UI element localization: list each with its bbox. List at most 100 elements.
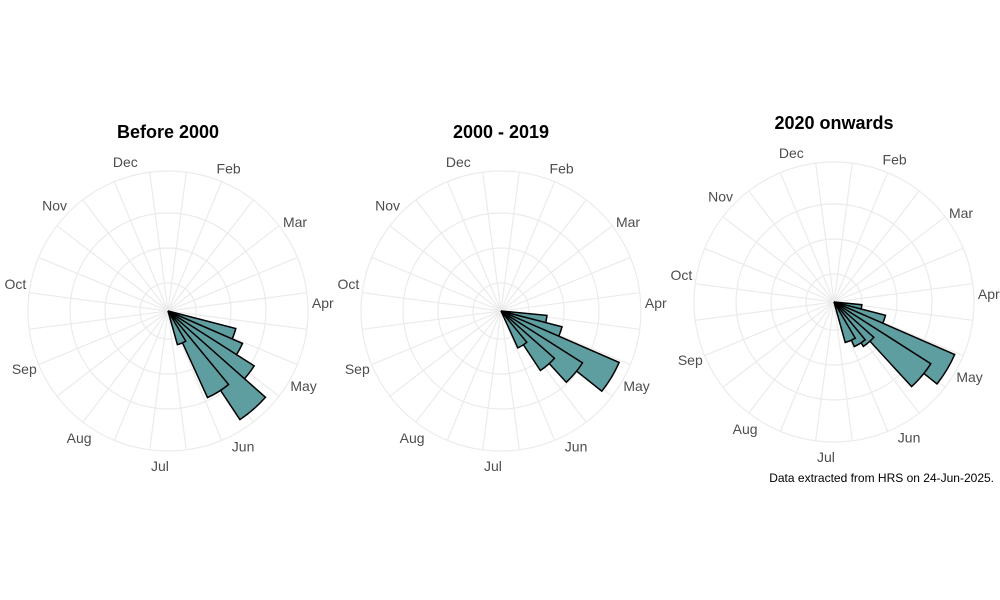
panel-title: 2020 onwards [774,113,893,133]
polar-grid [360,170,642,452]
grid-ring [104,247,232,375]
grid-spoke [748,190,835,303]
grid-spoke [362,292,502,312]
grid-spoke [415,199,502,312]
month-label: Nov [708,188,733,204]
bar-group [167,310,267,421]
grid-ring [69,212,267,410]
grid-spoke [482,310,502,450]
month-label: Jun [232,439,255,455]
month-label: Sep [12,361,37,377]
grid-spoke [29,310,169,330]
month-label: Oct [338,276,360,292]
month-label: Jul [817,449,835,465]
month-label: Apr [978,286,1000,302]
grid-spoke [371,256,502,312]
grid-spoke [446,181,502,312]
grid-spoke [38,256,169,312]
grid-spoke [695,301,835,321]
month-label: Jul [484,458,502,474]
month-label: Mar [616,214,640,230]
grid-spoke [500,181,556,312]
grid-spoke [779,172,835,303]
month-label: Nov [375,197,400,213]
grid-spoke [500,256,631,312]
grid-spoke [500,199,587,312]
month-label: Dec [113,154,138,170]
grid-spoke [500,225,613,312]
grid-spoke [167,172,187,312]
month-label: Apr [645,295,667,311]
month-label: Aug [400,430,425,446]
month-label: Jul [151,458,169,474]
grid-spoke [446,310,502,441]
grid-spoke [29,292,169,312]
month-label: May [956,369,982,385]
chart-panel-2020-onwards: 2020 onwards Dec Feb Mar Apr May Jun Jul Aug Sep… [671,113,1000,465]
month-label: Jun [898,430,921,446]
grid-spoke [389,310,502,397]
grid-spoke [82,199,169,312]
grid-spoke [38,310,169,366]
bar-wedge [167,310,230,399]
grid-spoke [389,225,502,312]
month-label: Dec [779,145,804,161]
panel-title: 2000 - 2019 [453,122,549,142]
data-source-caption: Data extracted from HRS on 24-Jun-2025. [769,471,994,485]
grid-spoke [833,172,889,303]
grid-spoke [722,216,835,303]
chart-panel-before-2000: Before 2000 Dec Feb Mar Apr May Jun Jul Aug Sep O… [5,122,335,474]
grid-spoke [482,172,502,312]
month-label: Oct [5,276,27,292]
month-label: Feb [550,160,574,176]
month-label: Mar [949,205,973,221]
grid-ring [472,282,530,340]
grid-spoke [500,172,520,312]
grid-spoke [833,190,920,303]
grid-ring [805,273,863,331]
month-label: Feb [883,151,907,167]
grid-spoke [167,310,307,330]
grid-spoke [500,310,520,450]
bar-wedge [167,310,267,421]
grid-spoke [815,163,835,303]
month-label: Oct [671,267,693,283]
grid-ring [360,170,642,452]
grid-spoke [704,301,835,357]
month-label: Mar [283,214,307,230]
grid-spoke [113,181,169,312]
grid-ring [770,238,898,366]
month-label: Aug [733,421,758,437]
grid-ring [437,247,565,375]
month-label: Sep [345,361,370,377]
bar-wedge [833,301,867,348]
grid-spoke [833,301,853,441]
month-label: Dec [446,154,471,170]
grid-spoke [415,310,502,423]
month-label: Apr [312,295,334,311]
grid-spoke [833,163,853,303]
grid-ring [27,170,309,452]
month-labels: Dec Feb Mar Apr May Jun Jul Aug Sep Oct Nov [338,154,668,474]
grid-spoke [779,301,835,432]
grid-spoke [833,247,964,303]
grid-spoke [704,247,835,303]
month-label: May [290,378,316,394]
month-labels: Dec Feb Mar Apr May Jun Jul Aug Sep Oct Nov [5,154,335,474]
grid-spoke [82,310,169,423]
grid-spoke [815,301,835,441]
grid-spoke [833,216,946,303]
month-label: Sep [678,352,703,368]
grid-spoke [500,292,640,312]
bar-wedge [500,310,556,372]
grid-spoke [722,301,835,388]
bar-group [500,310,621,393]
grid-ring [402,212,600,410]
bar-wedge [500,310,528,349]
grid-spoke [56,310,169,397]
chart-panel-2000-2019: 2000 - 2019 Dec Feb Mar Apr May Jun Jul Aug Sep O… [338,122,668,474]
grid-spoke [500,310,556,441]
grid-spoke [362,310,502,330]
grid-spoke [149,172,169,312]
